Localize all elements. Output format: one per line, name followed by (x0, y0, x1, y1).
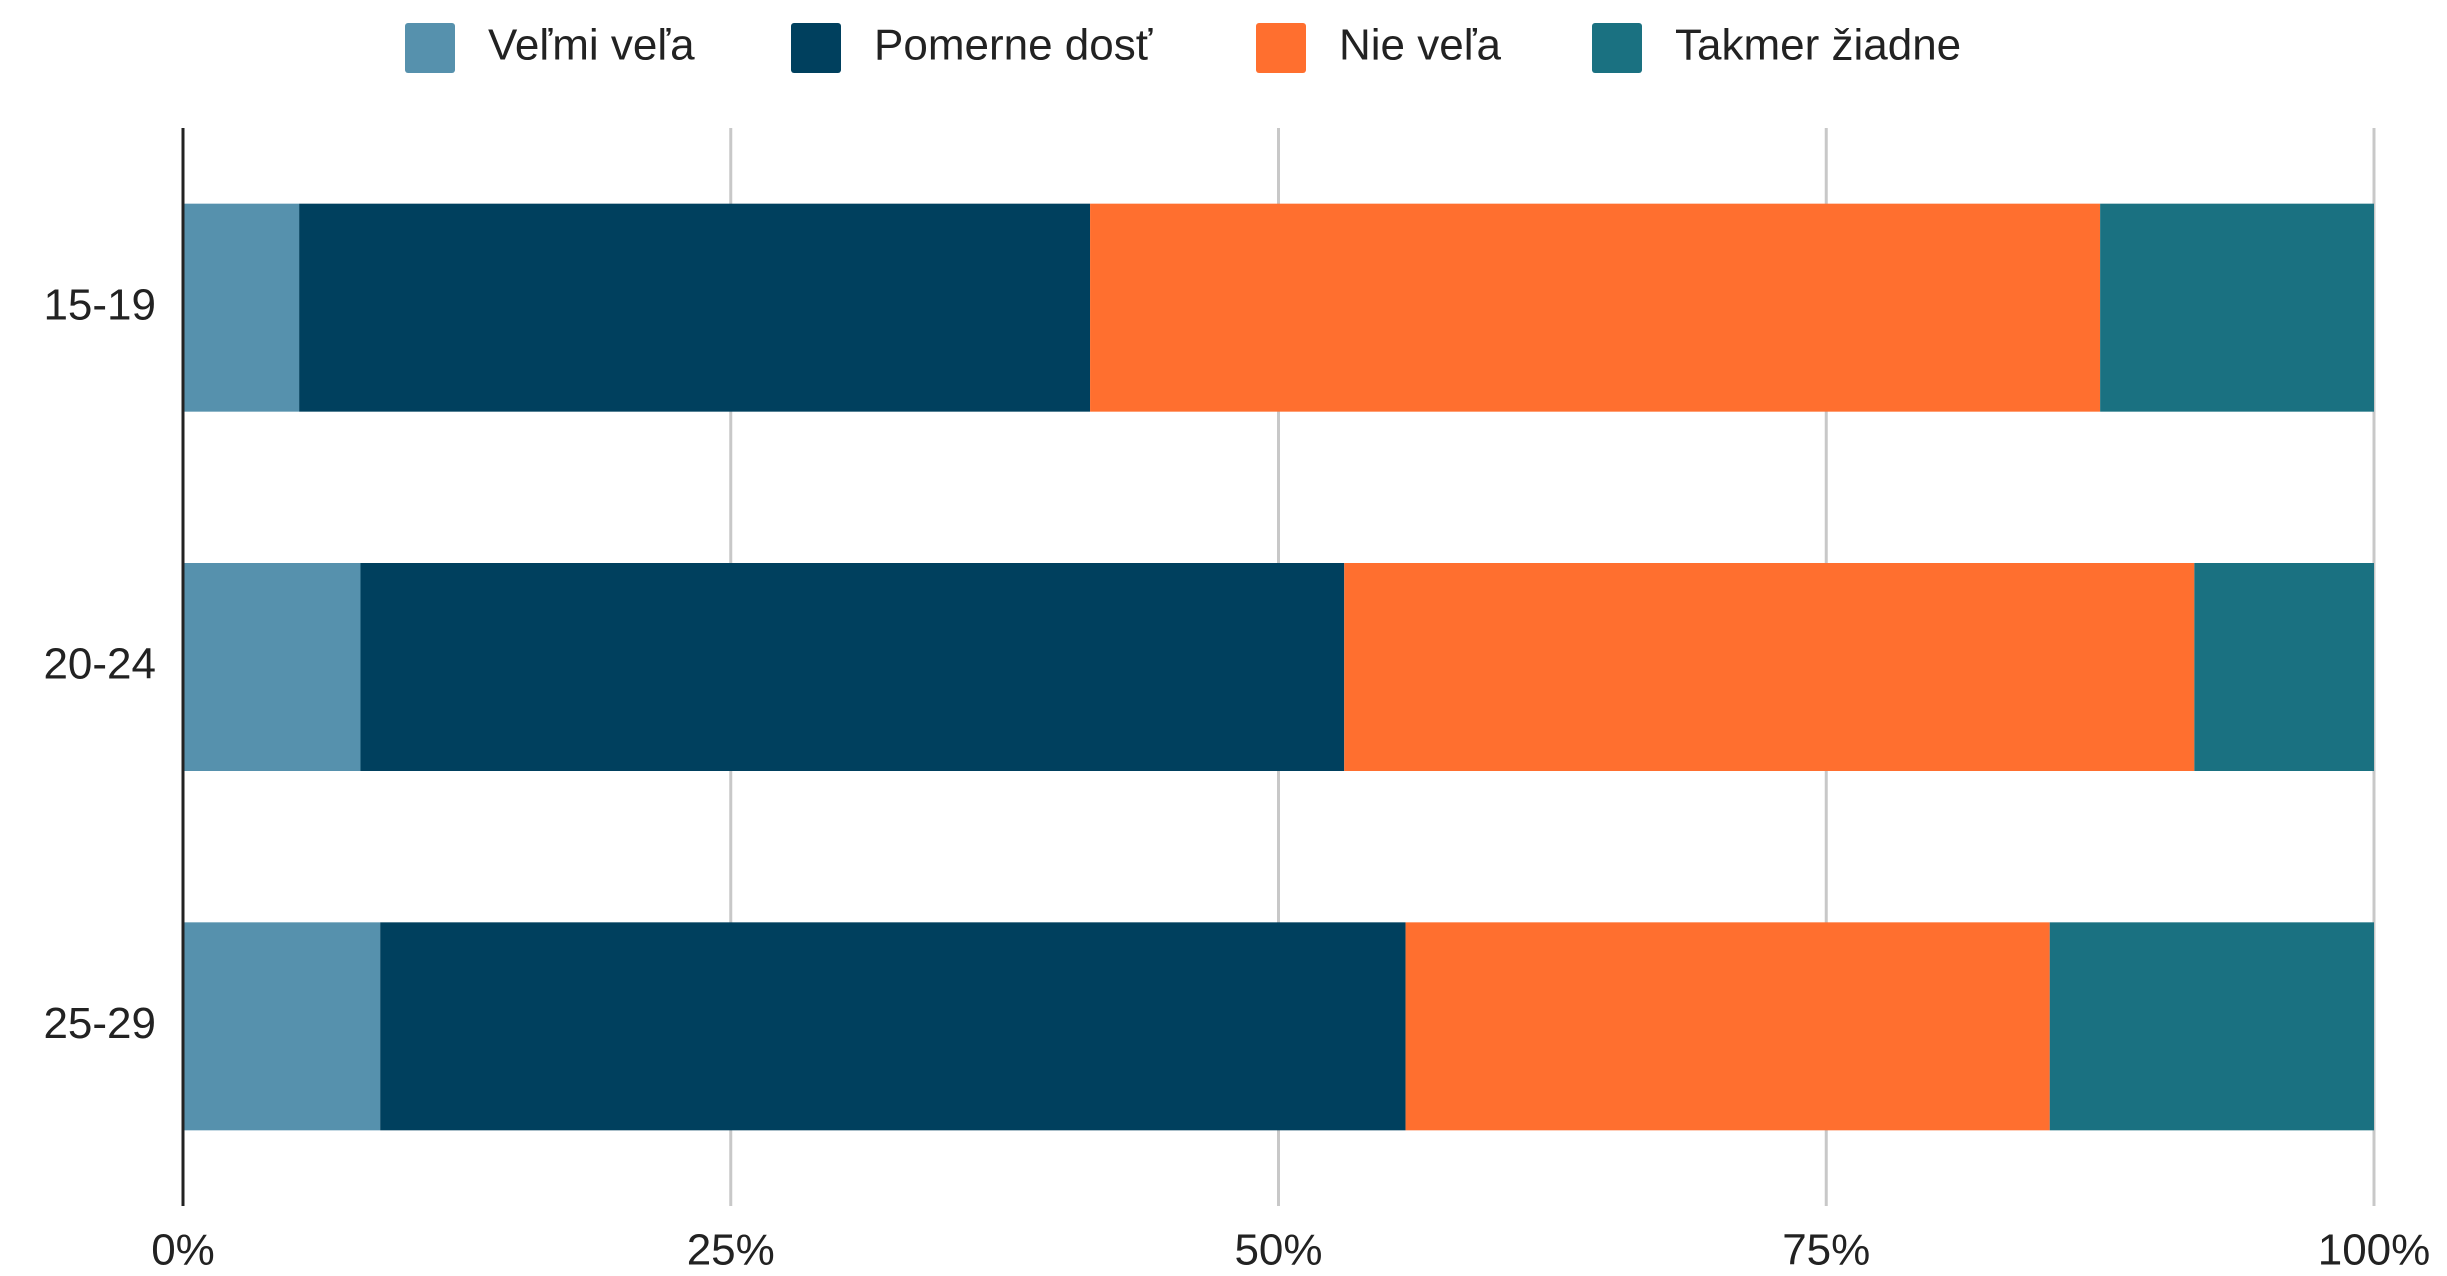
bar-segment (183, 563, 361, 771)
y-tick-label: 15-19 (43, 280, 156, 329)
bar-segment (2194, 563, 2374, 771)
legend-label: Nie veľa (1339, 21, 1502, 70)
bar-segment (1405, 922, 2050, 1131)
x-tick-label: 100% (2318, 1226, 2431, 1275)
y-tick-label: 25-29 (43, 999, 156, 1048)
bar-segment (2100, 203, 2374, 412)
bar-segment (380, 922, 1406, 1131)
legend-label: Takmer žiadne (1675, 21, 1961, 70)
legend-label: Pomerne dosť (874, 21, 1153, 70)
bar-segment (1090, 203, 2101, 412)
legend-swatch (405, 23, 455, 73)
x-tick-label: 75% (1782, 1226, 1870, 1275)
x-tick-label: 0% (151, 1226, 215, 1275)
bar-segment (183, 203, 300, 412)
legend-swatch (1592, 23, 1642, 73)
legend-label: Veľmi veľa (488, 21, 695, 70)
bar-segment (183, 922, 381, 1131)
bar-segment (1344, 563, 2195, 771)
x-tick-label: 25% (687, 1226, 775, 1275)
bar-segment (360, 563, 1345, 771)
bar-segment (299, 203, 1091, 412)
legend-swatch (791, 23, 841, 73)
legend-swatch (1256, 23, 1306, 73)
bar-segment (2049, 922, 2374, 1131)
y-tick-label: 20-24 (43, 640, 156, 689)
x-tick-label: 50% (1234, 1226, 1322, 1275)
